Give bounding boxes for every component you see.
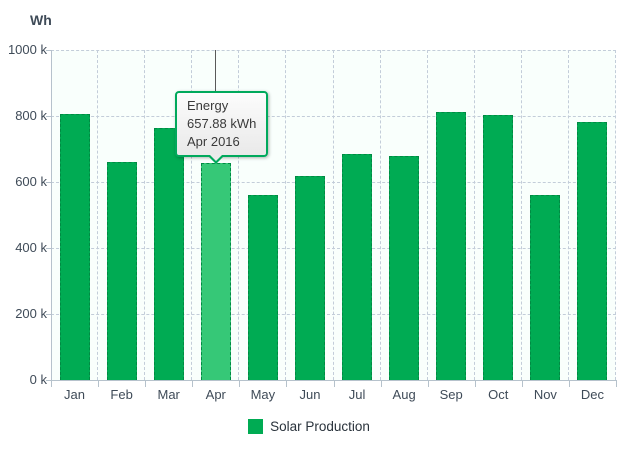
y-axis-tick [46,380,51,381]
x-axis-tick [333,381,335,387]
x-axis-tick [192,381,194,387]
y-axis-tick-label: 400 k [15,240,47,255]
x-gridline [426,50,428,380]
x-axis-tick [474,381,476,387]
y-axis-line [51,50,52,381]
tooltip-series-label: Energy [187,98,229,113]
y-axis-tick-label: 600 k [15,174,47,189]
x-gridline [332,50,334,380]
bar-apr[interactable] [200,162,231,380]
y-axis-tick-label: 800 k [15,108,47,123]
x-axis-tick [51,381,52,387]
y-gridline [51,248,616,249]
y-axis-tick [46,116,51,117]
bar-aug[interactable] [389,156,420,380]
x-axis-tick [380,381,382,387]
bar-nov[interactable] [530,195,561,380]
y-axis-tick-label: 200 k [15,306,47,321]
x-gridline [238,50,240,380]
x-gridline [379,50,381,380]
legend-marker-icon [248,419,264,434]
legend: Solar Production [0,419,618,434]
bar-may[interactable] [247,194,278,380]
x-axis-label: Sep [439,387,463,402]
y-axis-tick-label: 0 k [29,372,47,387]
plot-area [51,50,616,380]
bar-feb[interactable] [106,162,137,380]
x-axis-tick [427,381,429,387]
y-axis-tick-label: 1000 k [7,42,47,57]
x-axis-tick [286,381,288,387]
x-gridline [567,50,569,380]
y-axis-title: Wh [30,12,52,28]
tooltip: Energy 657.88 kWh Apr 2016 [175,91,269,164]
legend-label: Solar Production [270,419,370,434]
tooltip-period: Apr 2016 [187,134,240,149]
bar-oct[interactable] [483,115,514,380]
tooltip-value: 657.88 kWh [187,116,257,131]
x-gridline [473,50,475,380]
x-axis-label: Feb [110,387,133,402]
x-axis-line [51,380,617,381]
x-axis-label: Apr [205,387,226,402]
x-gridline [285,50,287,380]
y-gridline [51,182,616,183]
x-axis-tick [568,381,570,387]
x-axis-label: Oct [488,387,509,402]
x-axis-tick [239,381,241,387]
tooltip-crosshair-line [215,50,216,92]
bar-dec[interactable] [577,121,608,380]
y-axis-tick [46,314,51,315]
y-axis-tick [46,248,51,249]
y-axis-tick [46,182,51,183]
x-axis-label: Jan [64,387,86,402]
x-axis-label: Jul [348,387,366,402]
legend-item-solar-production[interactable]: Solar Production [248,419,370,434]
x-gridline [144,50,146,380]
x-axis-tick [145,381,147,387]
y-gridline [51,314,616,315]
x-axis-label: Nov [533,387,557,402]
tooltip-pointer-fill [209,154,223,161]
x-axis-label: Dec [580,387,605,402]
bar-jan[interactable] [59,114,90,380]
x-axis-label: Jun [299,387,321,402]
x-axis-tick [616,381,617,387]
bar-sep[interactable] [436,112,467,380]
x-axis-tick [98,381,100,387]
y-gridline [51,50,616,51]
x-gridline [520,50,522,380]
y-gridline [51,116,616,117]
x-gridline [97,50,99,380]
y-axis-tick [46,50,51,51]
x-axis-label: Mar [157,387,180,402]
bar-jun[interactable] [294,176,325,380]
bar-jul[interactable] [342,153,373,380]
x-axis-label: May [250,387,276,402]
x-axis-tick [521,381,523,387]
x-gridline [615,50,616,380]
bar-mar[interactable] [153,127,184,380]
x-axis-label: Aug [392,387,416,402]
x-gridline [191,50,193,380]
